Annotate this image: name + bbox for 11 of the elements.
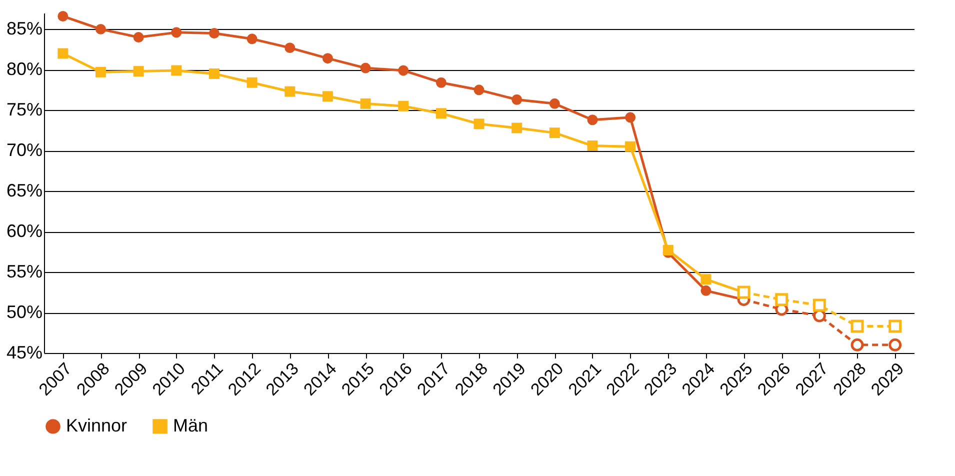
y-tick-label: 60% [6, 221, 42, 242]
y-tick-label: 45% [6, 342, 42, 362]
y-tick-label: 70% [6, 140, 42, 160]
legend-label: Kvinnor [66, 415, 128, 436]
legend-label: Män [173, 415, 208, 436]
y-tick-label: 65% [6, 180, 42, 201]
y-tick-label: 55% [6, 262, 42, 282]
y-tick-label: 85% [6, 18, 42, 39]
y-tick-label: 75% [6, 100, 42, 120]
y-tick-label: 80% [6, 59, 42, 80]
y-tick-label: 50% [6, 302, 42, 322]
